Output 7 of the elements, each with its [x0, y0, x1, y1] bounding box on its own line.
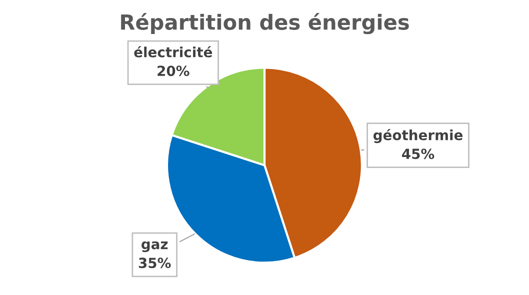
slice-label: électricité	[134, 46, 212, 58]
data-label: 45%	[402, 148, 434, 160]
data-label: 20%	[158, 66, 190, 76]
slice-label: gaz	[142, 241, 168, 252]
chart-title: Répartition des énergies	[121, 13, 409, 34]
data-label: 35%	[138, 258, 171, 268]
slice-label: géothermie	[373, 128, 463, 144]
